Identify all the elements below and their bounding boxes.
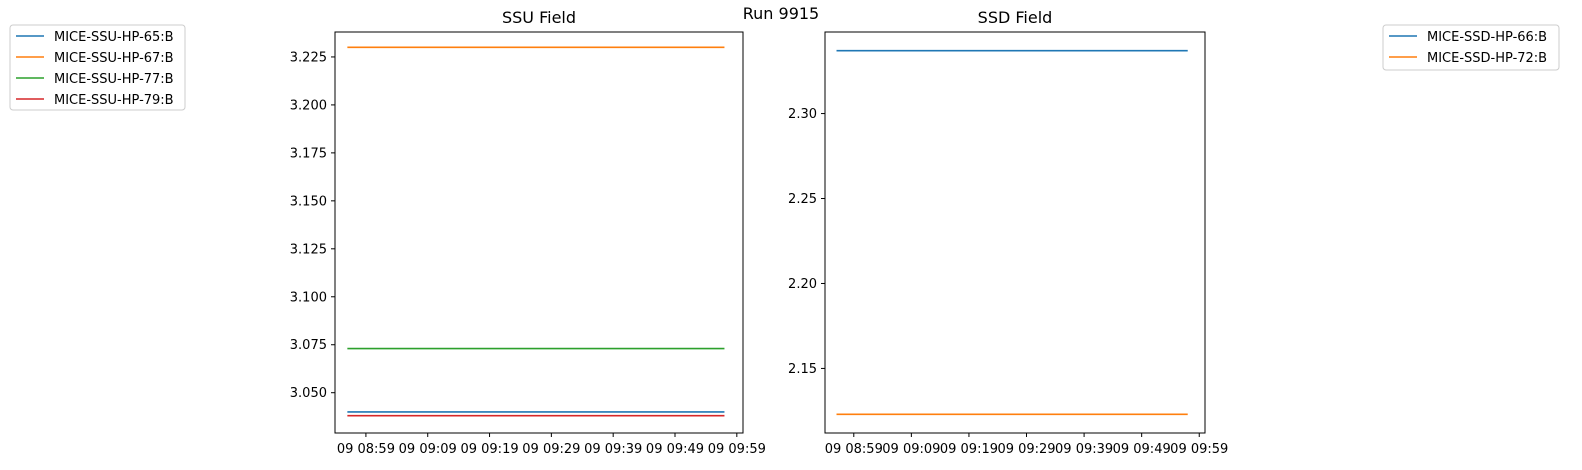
legend-entry-label: MICE-SSU-HP-67:B xyxy=(54,51,174,66)
legend: MICE-SSD-HP-66:B MICE-SSD-HP-72:B xyxy=(1382,24,1560,71)
y-tick-label: 3.100 xyxy=(290,290,327,305)
x-tick-label: 09 09:39 xyxy=(1055,442,1113,457)
y-tick-label: 3.050 xyxy=(290,386,327,401)
y-tick-label: 3.125 xyxy=(290,242,327,257)
y-tick-label: 3.225 xyxy=(290,50,327,65)
x-tick-label: 09 09:29 xyxy=(522,442,580,457)
x-tick-label: 09 09:59 xyxy=(1170,442,1228,457)
y-tick-label: 3.175 xyxy=(290,146,327,161)
x-tick-label: 09 09:09 xyxy=(399,442,457,457)
y-tick-label: 2.20 xyxy=(788,277,817,292)
legend-entry-label: MICE-SSU-HP-79:B xyxy=(54,93,174,108)
y-tick-label: 3.075 xyxy=(290,338,327,353)
legend-box xyxy=(9,24,186,111)
y-tick-label: 2.25 xyxy=(788,192,817,207)
plot-frame xyxy=(824,31,1206,434)
x-tick-label: 09 09:29 xyxy=(997,442,1055,457)
legend-entry-label: MICE-SSD-HP-72:B xyxy=(1427,51,1547,66)
legend-entry-label: MICE-SSD-HP-66:B xyxy=(1427,30,1547,45)
legend-box xyxy=(1382,24,1560,71)
legend: MICE-SSU-HP-65:B MICE-SSU-HP-67:B MICE-SSU… xyxy=(9,24,186,111)
y-tick-label: 2.15 xyxy=(788,362,817,377)
chart-title: SSD Field xyxy=(978,8,1053,27)
x-tick-label: 09 08:59 xyxy=(825,442,883,457)
chart-title: SSU Field xyxy=(502,8,576,27)
x-tick-label: 09 09:09 xyxy=(882,442,940,457)
legend-entry-label: MICE-SSU-HP-77:B xyxy=(54,72,174,87)
plot-frame xyxy=(334,31,744,434)
y-tick-label: 2.30 xyxy=(788,107,817,122)
x-tick-label: 09 09:49 xyxy=(1113,442,1171,457)
chart-panel-1: SSU Field 3.050 3.075 3.100 3.125 3.150 3.175 3… xyxy=(9,8,766,457)
x-tick-label: 09 09:39 xyxy=(584,442,642,457)
x-tick-label: 09 09:49 xyxy=(646,442,704,457)
x-tick-label: 09 08:59 xyxy=(337,442,395,457)
x-tick-label: 09 09:19 xyxy=(460,442,518,457)
y-tick-label: 3.200 xyxy=(290,98,327,113)
x-tick-label: 09 09:59 xyxy=(708,442,766,457)
figure-title: Run 9915 xyxy=(743,4,819,23)
y-tick-label: 3.150 xyxy=(290,194,327,209)
x-tick-label: 09 09:19 xyxy=(940,442,998,457)
chart-panel-2: SSD Field 2.15 2.20 2.25 2.30 09 08:59 09 09:0… xyxy=(788,8,1560,457)
legend-entry-label: MICE-SSU-HP-65:B xyxy=(54,30,174,45)
